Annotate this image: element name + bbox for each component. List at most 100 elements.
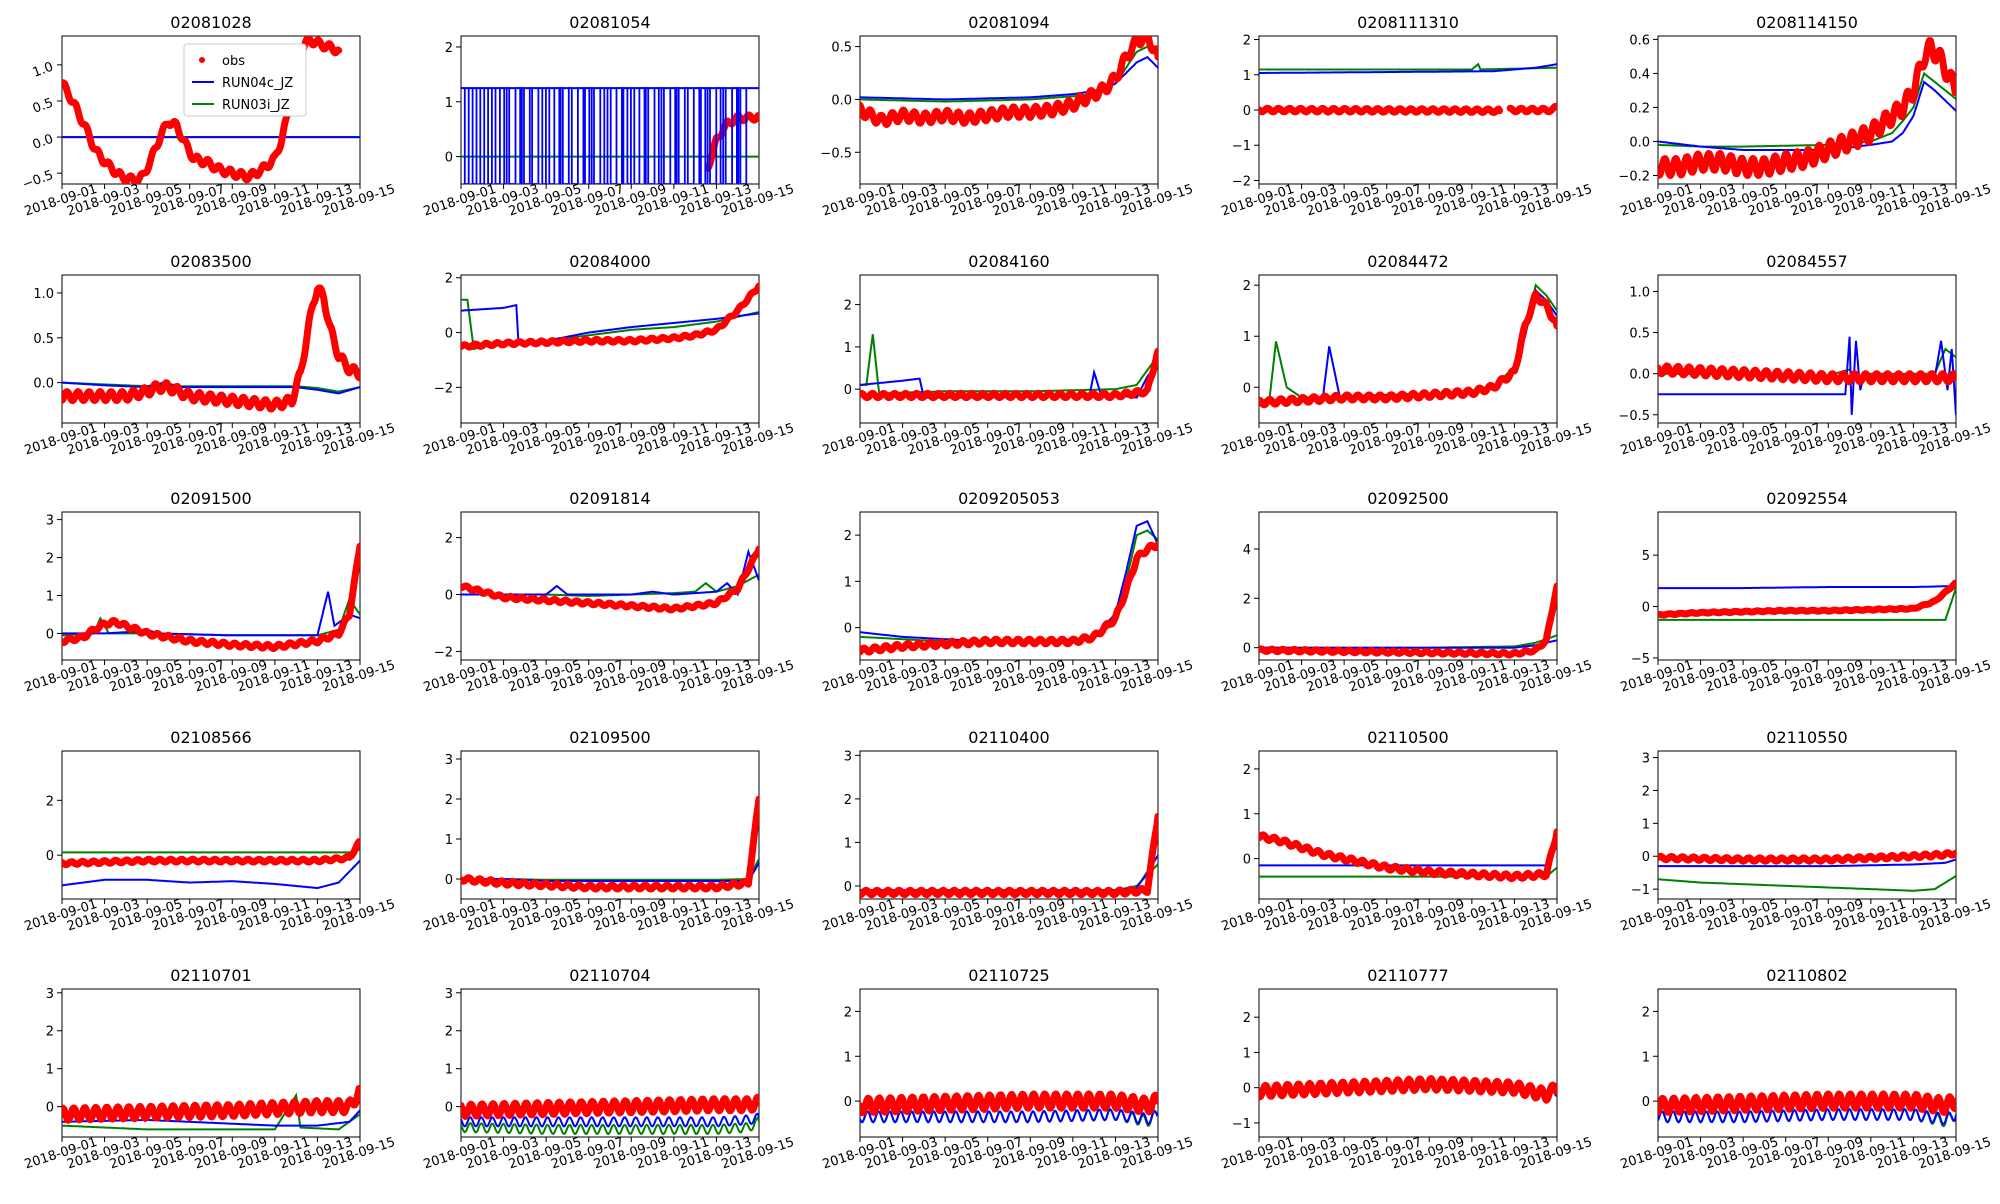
series-run03i-jz (1259, 634, 1557, 649)
y-tick-label: 1.0 (33, 287, 54, 302)
axes-frame (460, 274, 760, 424)
axes-frame (1657, 274, 1957, 424)
y-tick-label: 1 (445, 1063, 453, 1078)
axes-frame (1258, 988, 1558, 1138)
series-obs (860, 812, 1158, 899)
series-run03i-jz (1658, 71, 1956, 148)
y-tick-label: 2 (46, 552, 54, 567)
series-obs (860, 1090, 1158, 1117)
subplot-title: 02091500 (170, 489, 251, 508)
series-obs (860, 347, 1158, 402)
plot-area (1259, 62, 1557, 116)
axes-frame (61, 511, 361, 661)
series-run04c-jz (461, 548, 759, 597)
subplot: 021105000122018-09-012018-09-032018-09-0… (1220, 728, 1594, 934)
y-tick-label: 1 (1642, 1050, 1650, 1065)
subplot: 0209150001232018-09-012018-09-032018-09-… (23, 489, 397, 695)
y-tick-label: 0 (1243, 853, 1251, 868)
y-tick-label: 1 (46, 589, 54, 604)
y-tick-label: −0.5 (1618, 409, 1650, 424)
series-run04c-jz (1259, 63, 1557, 74)
y-tick-label: 1 (46, 1063, 54, 1078)
plot-area (461, 87, 759, 184)
series-obs (461, 795, 759, 893)
y-tick-label: 2 (1243, 279, 1251, 294)
series-obs (1259, 582, 1557, 659)
subplot-title: 02084160 (968, 252, 1049, 271)
series-run04c-jz (860, 1108, 1158, 1125)
subplot-title: 0208111310 (1357, 13, 1459, 32)
y-tick-label: 0 (844, 880, 852, 895)
series-obs (62, 542, 360, 652)
series-obs (62, 284, 360, 413)
axes-frame (61, 274, 361, 424)
subplot-title: 02110550 (1766, 728, 1847, 747)
y-tick-label: 0 (1642, 850, 1650, 865)
plot-area (62, 542, 360, 652)
subplot: 0210950001232018-09-012018-09-032018-09-… (422, 728, 796, 934)
axes-frame (460, 511, 760, 661)
series-run04c-jz-spikes (461, 87, 749, 184)
series-run04c-jz (62, 859, 360, 889)
y-tick-label: 1 (445, 833, 453, 848)
axes-frame (61, 988, 361, 1138)
series-obs (461, 282, 759, 351)
subplot: 0208111310−2−10122018-09-012018-09-03201… (1220, 13, 1594, 219)
series-obs (1658, 1090, 1956, 1116)
subplot-title: 02109500 (569, 728, 650, 747)
subplot-title: 02091814 (569, 489, 650, 508)
y-tick-label: 0 (1243, 642, 1251, 657)
series-run03i-jz (461, 858, 759, 881)
y-tick-label: 2 (445, 41, 453, 56)
y-tick-label: 0 (46, 1101, 54, 1116)
subplot-title: 02081094 (968, 13, 1049, 32)
y-tick-label: 2 (445, 793, 453, 808)
series-run04c-jz (461, 1112, 759, 1128)
y-tick-label: 2 (1243, 34, 1251, 49)
subplot: 020810540122018-09-012018-09-032018-09-0… (422, 13, 796, 219)
subplot-title: 02081054 (569, 13, 650, 32)
series-run04c-jz (1658, 858, 1956, 868)
y-tick-label: 2 (1243, 763, 1251, 778)
subplot: 02110550−101232018-09-012018-09-032018-0… (1619, 728, 1993, 934)
axes-frame (859, 988, 1159, 1138)
subplot: 02091814−2022018-09-012018-09-032018-09-… (422, 489, 796, 695)
plot-area (1658, 579, 1956, 621)
y-tick-label: 0 (1642, 601, 1650, 616)
series-run03i-jz (62, 1092, 360, 1131)
series-run03i-jz (62, 597, 360, 637)
y-tick-label: −0.5 (21, 168, 56, 193)
subplot: 02092050530122018-09-012018-09-032018-09… (821, 489, 1195, 695)
y-tick-label: 0 (445, 1101, 453, 1116)
plot-area (860, 520, 1158, 656)
y-tick-label: 0 (46, 849, 54, 864)
y-tick-label: −1 (1232, 139, 1251, 154)
axes-frame (1258, 750, 1558, 900)
series-run03i-jz (62, 848, 360, 854)
series-run04c-jz (1658, 1107, 1956, 1126)
series-run03i-jz (1658, 875, 1956, 892)
series-run04c-jz (461, 303, 759, 345)
subplot: 021107250122018-09-012018-09-032018-09-0… (821, 966, 1195, 1172)
plot-area (461, 1093, 759, 1136)
series-run03i-jz (1658, 587, 1956, 621)
y-tick-label: 2 (844, 1005, 852, 1020)
y-tick-label: 5 (1642, 549, 1650, 564)
y-tick-label: 2 (46, 794, 54, 809)
plot-area (461, 795, 759, 893)
series-run03i-jz (1259, 62, 1557, 71)
subplot-title: 02110802 (1766, 966, 1847, 985)
series-obs (1259, 290, 1557, 409)
plot-area (1658, 849, 1956, 892)
y-tick-label: 0 (445, 589, 453, 604)
axes-frame (859, 750, 1159, 900)
series-run03i-jz (860, 863, 1158, 892)
plot-area (461, 282, 759, 351)
subplot: 02081028−0.50.00.51.02018-09-012018-09-0… (21, 13, 398, 219)
series-obs (1259, 1075, 1557, 1104)
y-tick-label: 2 (1243, 1011, 1251, 1026)
y-tick-label: 0.0 (31, 132, 56, 153)
y-tick-label: 3 (844, 749, 852, 764)
y-tick-label: −2 (434, 645, 453, 660)
